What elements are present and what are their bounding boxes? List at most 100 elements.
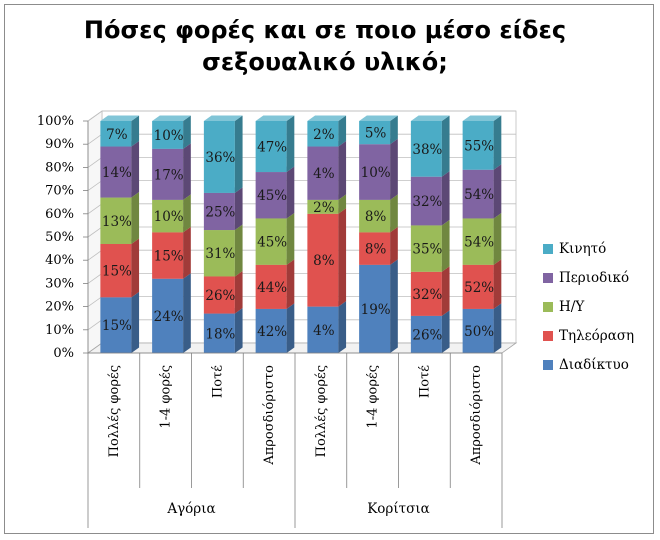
bars (100, 115, 502, 353)
legend-swatch (543, 331, 553, 341)
bar-top (462, 115, 502, 121)
data-label: 7% (106, 127, 128, 143)
data-label: 24% (154, 309, 184, 325)
y-tick-label: 50% (45, 230, 74, 245)
category-label: 1-4 φορές (159, 365, 174, 429)
bar-front (307, 199, 339, 214)
bar-side (338, 194, 347, 214)
bar-front (100, 121, 132, 147)
data-label: 2% (313, 200, 335, 216)
bar-side (493, 303, 502, 353)
bar-segment (462, 115, 502, 170)
bar-side (493, 212, 502, 265)
bar-front (203, 276, 235, 314)
bar-segment (152, 115, 191, 149)
bar-front (152, 199, 184, 233)
bar-front (462, 264, 494, 309)
bar-top (307, 115, 347, 121)
bar-segment (255, 115, 295, 173)
bar-segment (255, 212, 295, 265)
bar-segment (307, 115, 347, 147)
bar-side (441, 310, 450, 353)
bar-side (234, 115, 243, 193)
bar-side (131, 291, 140, 353)
bar-front (462, 121, 494, 170)
bar-segment (307, 141, 347, 200)
bar-side (131, 238, 140, 298)
bar-side (183, 194, 191, 233)
bar-front (152, 278, 184, 353)
category-label: Πολλές φορές (107, 365, 122, 457)
data-label: 38% (412, 142, 442, 158)
legend-label: Διαδίκτυο (559, 357, 629, 373)
bar-side (390, 194, 398, 233)
bar-side (131, 115, 140, 147)
y-axis-ticks: 0% 10% 20% 30% 40% 50% 60% 70% 80% 90% 100% (37, 114, 89, 361)
data-label: 54% (464, 187, 494, 203)
legend-item: Τηλεόραση (543, 328, 634, 344)
data-label: 8% (313, 253, 335, 269)
category-label: Πολλές φορές (314, 365, 329, 457)
legend-swatch (543, 273, 553, 283)
bar-front (203, 192, 235, 231)
data-label: 42% (257, 324, 287, 340)
legend-label: Περιοδικό (559, 270, 630, 286)
bar-segment (359, 115, 398, 145)
bar-side (183, 273, 191, 353)
bar-side (183, 143, 191, 200)
data-label: 4% (313, 166, 335, 182)
data-label: 8% (365, 209, 387, 225)
category-label: Ποτέ (210, 365, 225, 398)
bar-front (203, 313, 235, 353)
bar-top (100, 115, 140, 121)
data-label: 5% (365, 126, 387, 142)
bar-front (255, 172, 287, 219)
bar-front (307, 213, 339, 307)
data-label: 19% (361, 302, 391, 318)
data-labels: 15% 15% 13% 14% 7% 24% 15% 10% 17% 10% 18% 26% 31% 25… (102, 126, 494, 344)
bar-side (493, 164, 502, 219)
data-label: 47% (257, 140, 287, 156)
legend-swatch (543, 244, 553, 254)
bar-side (234, 270, 243, 314)
data-label: 55% (464, 138, 494, 154)
y-tick-label: 70% (45, 184, 74, 199)
bar-side (338, 301, 347, 353)
y-tick-label: 40% (45, 253, 74, 268)
data-label: 35% (412, 242, 442, 258)
data-label: 18% (205, 326, 235, 342)
bar-front (255, 308, 287, 353)
bar-side (338, 115, 347, 147)
bar-front (462, 308, 494, 353)
bar-front (100, 197, 132, 244)
bar-side (286, 166, 295, 219)
data-label: 15% (154, 249, 184, 265)
bar-front (152, 148, 184, 200)
bar-front (307, 121, 339, 147)
bar-top (255, 115, 295, 121)
bar-side (131, 141, 140, 198)
bar-side (183, 115, 191, 149)
bar-segment (410, 115, 450, 177)
bar-side (338, 141, 347, 200)
bar-front (307, 306, 339, 353)
category-label: Ποτέ (417, 365, 432, 398)
data-label: 44% (257, 280, 287, 296)
bar-side (390, 259, 398, 353)
legend-item: Περιοδικό (543, 270, 629, 286)
bar-side (441, 171, 450, 226)
data-label: 26% (412, 327, 442, 343)
bar-top (152, 115, 191, 121)
data-label: 26% (205, 288, 235, 304)
bar-front (359, 121, 391, 145)
bar-side (131, 192, 140, 244)
bar-front (255, 218, 287, 265)
y-tick-label: 10% (45, 323, 74, 338)
bar-top (203, 115, 243, 121)
chart-title-line-2: σεξουαλικό υλικό; (202, 48, 448, 76)
legend-item: Διαδίκτυο (543, 357, 629, 373)
bar-segment (152, 273, 191, 353)
group-label: Κορίτσια (367, 501, 430, 517)
bar-side (390, 138, 398, 200)
bar-front (255, 121, 287, 173)
